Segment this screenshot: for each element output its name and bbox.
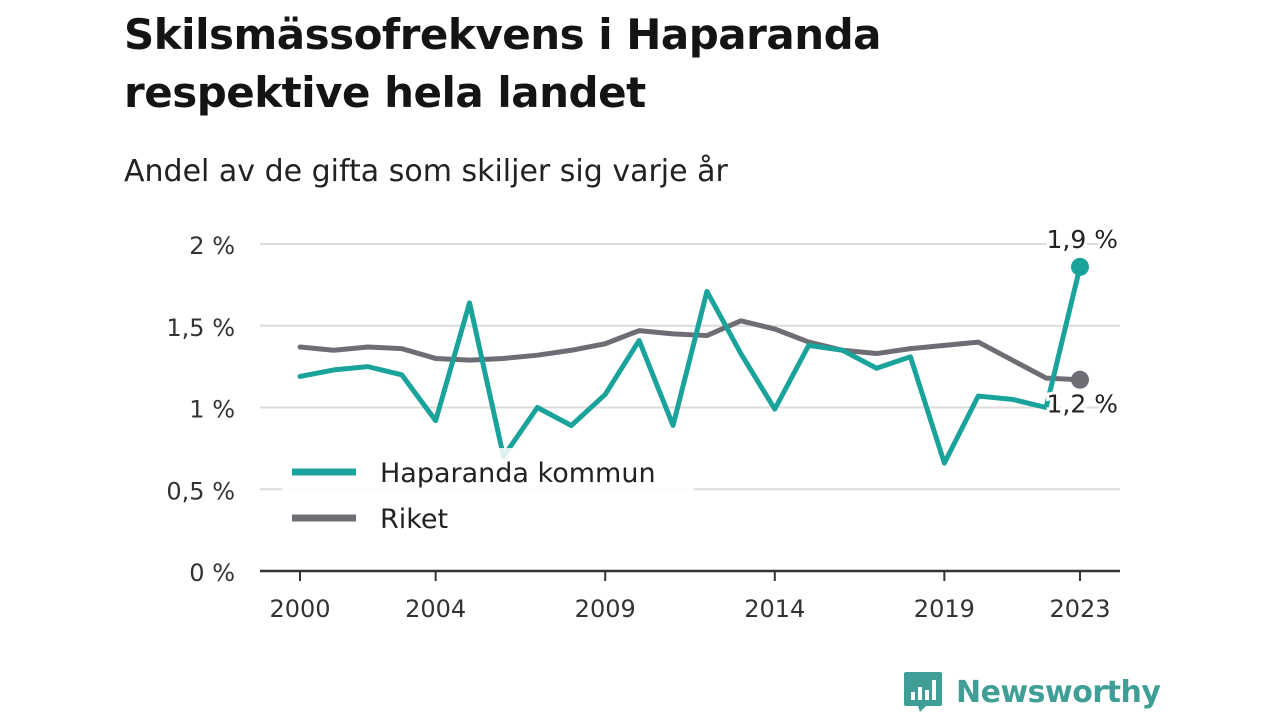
series-line-riket — [297, 318, 1083, 383]
x-tick-label: 2004 — [405, 595, 466, 623]
x-tick-label: 2000 — [269, 595, 330, 623]
chart-subtitle: Andel av de gifta som skiljer sig varje … — [124, 154, 728, 189]
y-tick-label: 1 % — [189, 396, 235, 424]
y-tick-label: 0 % — [189, 559, 235, 587]
y-tick-label: 0,5 % — [166, 477, 235, 505]
x-tick-label: 2014 — [744, 595, 805, 623]
y-axis-ticks: 0 % 0,5 % 1 % 1,5 % 2 % — [166, 232, 235, 587]
end-labels: 1,9 % 1,2 % — [1044, 222, 1121, 422]
y-tick-label: 1,5 % — [166, 314, 235, 342]
series-line-haparanda — [297, 264, 1083, 466]
x-axis: 2000 2004 2009 2014 2019 2023 — [260, 569, 1120, 623]
end-point-marker — [1071, 257, 1089, 276]
end-label-riket: 1,2 % — [1047, 390, 1118, 419]
series-lines — [297, 257, 1089, 466]
legend: Haparanda kommun Riket — [282, 448, 694, 550]
x-tick-label: 2023 — [1049, 595, 1110, 623]
end-point-marker — [1071, 370, 1089, 389]
brand-logo: Newsworthy — [902, 668, 1161, 716]
legend-label: Riket — [380, 504, 448, 535]
brand-name: Newsworthy — [956, 674, 1161, 710]
x-tick-label: 2009 — [575, 595, 636, 623]
end-label-haparanda: 1,9 % — [1047, 225, 1118, 254]
legend-background — [282, 448, 694, 550]
newsworthy-logo-icon — [904, 672, 942, 712]
legend-label: Haparanda kommun — [380, 458, 656, 489]
y-tick-label: 2 % — [189, 232, 235, 260]
chart-title: Skilsmässofrekvens i Haparanda respektiv… — [124, 10, 882, 117]
x-tick-label: 2019 — [914, 595, 975, 623]
